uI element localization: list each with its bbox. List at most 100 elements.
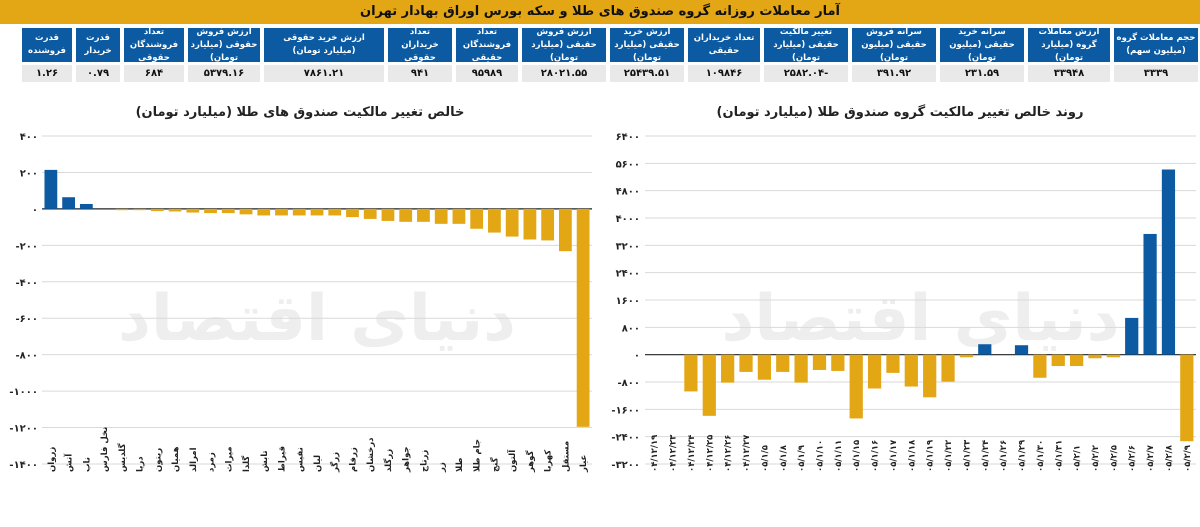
x-tick-label: قیراط bbox=[278, 446, 288, 472]
y-tick-label: -۱۲۰۰ bbox=[9, 424, 38, 435]
bar bbox=[721, 354, 735, 383]
bar bbox=[1125, 317, 1139, 355]
x-tick-label: زروان bbox=[47, 447, 57, 472]
bar bbox=[702, 354, 716, 416]
bar bbox=[310, 208, 324, 216]
y-tick-label: -۱۰۰۰ bbox=[9, 387, 38, 398]
x-tick-label: ۰۵/۲/۷ bbox=[1146, 444, 1156, 472]
stat-header: سرانه خرید حقیقی (میلیون تومان) bbox=[940, 27, 1024, 63]
stat-value: ۹۵۹۸۹ bbox=[456, 65, 518, 82]
y-tick-label: -۲۰۰ bbox=[16, 241, 38, 252]
x-tick-label: گلدیس bbox=[117, 443, 128, 472]
bar bbox=[204, 208, 217, 214]
stat-header: ارزش فروش حقیقی (میلیارد تومان) bbox=[522, 27, 606, 63]
stat-value: ۲۳۱.۵۹ bbox=[940, 65, 1024, 82]
x-tick-label: کهربا bbox=[544, 450, 554, 472]
stat-header: ارزش خرید حقوقی (میلیارد تومان) bbox=[264, 28, 384, 62]
y-tick-label: ۰ bbox=[32, 205, 38, 216]
bar bbox=[849, 354, 863, 419]
bar bbox=[381, 208, 395, 221]
stat-value: ۲۸۰۲۱.۵۵ bbox=[522, 65, 606, 82]
y-tick-label: -۴۰۰ bbox=[16, 278, 38, 289]
x-tick-label: ۰۵/۱/۲۲ bbox=[944, 439, 954, 472]
y-tick-label: ۴۰۰ bbox=[20, 132, 38, 143]
charts-area: خالص تغییر مالکیت صندوق های طلا (میلیارد… bbox=[9, 104, 1196, 473]
y-tick-label: -۱۴۰۰ bbox=[9, 460, 38, 471]
x-tick-label: ۰۵/۲/۵ bbox=[1109, 445, 1119, 472]
x-tick-label: ناب bbox=[82, 457, 92, 472]
bar bbox=[150, 208, 164, 212]
x-tick-label: ۰۵/۱/۲۳ bbox=[962, 439, 972, 472]
x-tick-label: ۰۵/۱/۱۹ bbox=[926, 439, 936, 472]
bar bbox=[328, 208, 342, 216]
x-tick-label: گلدا bbox=[241, 456, 252, 472]
x-tick-label: ۰۵/۱/۳۰ bbox=[1036, 440, 1046, 472]
x-tick-label: جواهر bbox=[402, 446, 412, 473]
x-tick-label: ۰۴/۱۲/۲۵ bbox=[705, 435, 715, 472]
bar bbox=[794, 354, 808, 383]
stats-table: حجم معاملات گروه (میلیون سهم) ۳۳۳۹ ارزش مع… bbox=[0, 27, 1200, 84]
x-tick-label: ۰۵/۲/۹ bbox=[1183, 444, 1193, 472]
bar bbox=[363, 208, 377, 219]
y-tick-label: -۱۶۰۰ bbox=[611, 405, 640, 416]
x-tick-label: ۰۵/۱/۱۵ bbox=[852, 440, 862, 472]
stat-column: قدرت فروشنده ۱.۲۶ bbox=[22, 28, 72, 84]
y-tick-label: -۸۰۰ bbox=[16, 351, 38, 362]
stat-value: ۳۳۹۴۸ bbox=[1028, 65, 1110, 82]
stat-value: -۲۵۸۲.۰۴ bbox=[764, 65, 848, 82]
x-tick-label: ۰۵/۱/۲۹ bbox=[1018, 439, 1028, 472]
stat-value: ۲۵۴۳۹.۵۱ bbox=[610, 65, 684, 82]
y-tick-label: ۳۲۰۰ bbox=[616, 241, 640, 252]
x-tick-label: ۰۵/۲/۶ bbox=[1128, 445, 1138, 472]
bar bbox=[275, 208, 288, 216]
stat-header: تعداد خریداران حقیقی bbox=[688, 28, 760, 62]
stat-header: سرانه فروش حقیقی (میلیون تومان) bbox=[852, 27, 936, 63]
y-tick-label: -۸۰۰ bbox=[618, 378, 640, 389]
bar bbox=[559, 208, 572, 252]
y-tick-label: -۶۰۰ bbox=[16, 314, 38, 325]
x-tick-label: ۰۵/۱/۱۸ bbox=[907, 439, 917, 472]
stat-value: ۳۹۱.۹۲ bbox=[852, 65, 936, 82]
bar bbox=[79, 203, 93, 209]
x-tick-label: ۰۵/۲/۱ bbox=[1073, 445, 1083, 472]
y-tick-label: ۵۶۰۰ bbox=[616, 159, 640, 170]
bar bbox=[684, 354, 698, 392]
x-tick-label: آلتون bbox=[506, 449, 518, 472]
stat-column: ارزش معاملات گروه (میلیارد تومان) ۳۳۹۴۸ bbox=[1028, 27, 1110, 84]
x-tick-label: ۰۴/۱۲/۲۴ bbox=[687, 435, 697, 472]
watermark-logo: دنیای اقتصاد bbox=[722, 282, 1120, 356]
bar bbox=[831, 354, 845, 371]
bar bbox=[959, 354, 974, 358]
bar bbox=[417, 208, 430, 222]
bar bbox=[1033, 354, 1047, 378]
bar bbox=[523, 208, 537, 240]
bar bbox=[776, 354, 790, 372]
x-tick-label: امرالد bbox=[189, 447, 199, 472]
stat-column: سرانه فروش حقیقی (میلیون تومان) ۳۹۱.۹۲ bbox=[852, 27, 936, 84]
bar bbox=[470, 208, 484, 229]
bar bbox=[257, 208, 271, 216]
x-tick-label: نفیس bbox=[295, 447, 305, 472]
chart-title: روند خالص تغییر مالکیت گروه صندوق طلا (م… bbox=[717, 104, 1084, 120]
stat-value: ۷۸۶۱.۲۱ bbox=[264, 65, 384, 82]
bar bbox=[1051, 354, 1065, 367]
y-tick-label: ۰ bbox=[634, 351, 640, 362]
x-tick-label: ۰۵/۱/۹ bbox=[797, 444, 807, 472]
stat-value: ۱۰۹۸۴۶ bbox=[688, 65, 760, 82]
bar bbox=[541, 208, 555, 241]
bar bbox=[44, 169, 58, 209]
x-tick-label: ۰۴/۱۲/۲۳ bbox=[669, 434, 679, 472]
stat-value: ۹۴۱ bbox=[388, 65, 452, 82]
bar bbox=[292, 208, 306, 216]
stat-header: قدرت خریدار bbox=[76, 28, 120, 62]
x-tick-label: ۰۵/۱/۲۶ bbox=[999, 440, 1009, 472]
stat-column: حجم معاملات گروه (میلیون سهم) ۳۳۳۹ bbox=[1114, 28, 1198, 84]
x-tick-label: ۰۵/۱/۱۶ bbox=[871, 440, 881, 472]
bar bbox=[1070, 354, 1084, 367]
bar bbox=[576, 208, 590, 427]
x-tick-label: زرفام bbox=[348, 447, 358, 472]
x-tick-label: ۰۵/۱/۸ bbox=[779, 444, 789, 472]
bar bbox=[739, 354, 753, 372]
ownership-change-trend-chart: روند خالص تغییر مالکیت گروه صندوق طلا (م… bbox=[611, 104, 1196, 472]
report-title: آمار معاملات روزانه گروه صندوق های طلا و… bbox=[0, 0, 1200, 24]
